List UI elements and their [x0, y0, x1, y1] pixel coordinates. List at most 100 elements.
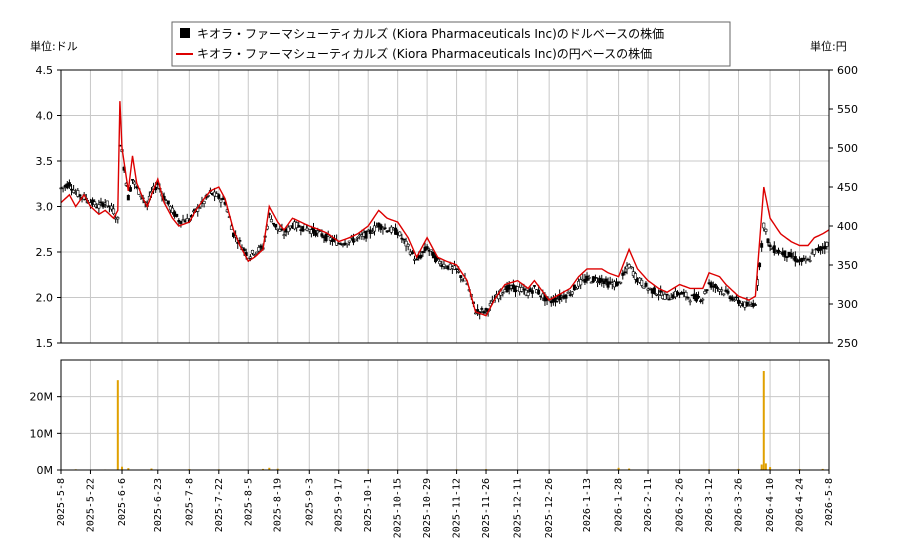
candle-body [621, 272, 625, 276]
candle-body [602, 280, 606, 284]
candle-body [330, 239, 334, 242]
volume-tick-label: 20M [30, 391, 54, 404]
candle-body [652, 287, 656, 294]
candle-body [766, 238, 770, 244]
candle-body [394, 227, 398, 235]
candle-body [61, 186, 65, 189]
legend-box [171, 21, 731, 67]
candle-body [579, 279, 583, 286]
candle-body [116, 217, 120, 220]
candle-body [93, 201, 97, 205]
candle-body [566, 292, 570, 294]
left-tick-label: 2.0 [36, 292, 54, 305]
candle-body [112, 208, 116, 215]
volume-tick-label: 10M [30, 427, 54, 440]
candle-body [526, 292, 530, 296]
candle-body [457, 271, 461, 273]
candle-body [202, 201, 206, 204]
date-tick-label: 2026-3-26 [734, 478, 745, 532]
candle-body [101, 202, 105, 208]
candle-body [259, 245, 263, 248]
candle-body [568, 294, 572, 296]
candle-body [171, 207, 175, 213]
candle-body [179, 221, 183, 224]
candle-body [166, 200, 170, 205]
volume-bar [762, 371, 765, 470]
candle-body [370, 231, 374, 234]
candle-body [730, 296, 734, 301]
right-axis-unit: 単位:円 [810, 39, 847, 53]
candle-body [72, 189, 76, 193]
right-tick-label: 400 [837, 220, 858, 233]
candle-body [575, 288, 579, 290]
candle-body [282, 234, 286, 236]
candle-body [686, 296, 690, 299]
jpy-price-line [60, 101, 830, 317]
candle-body [703, 290, 707, 294]
candle-body [459, 275, 463, 278]
date-tick-label: 2026-1-13 [582, 478, 593, 532]
candle-body [825, 241, 829, 247]
candle-body [70, 188, 74, 191]
date-tick-label: 2025-11-12 [452, 478, 463, 538]
candle-body [758, 262, 762, 268]
candle-body [175, 213, 179, 217]
left-tick-label: 3.0 [36, 201, 54, 214]
usd-candles [59, 144, 829, 320]
candle-body [76, 190, 80, 197]
candle-body [737, 299, 741, 304]
candle-body [800, 258, 804, 263]
candle-body [345, 243, 349, 246]
candle-body [783, 250, 787, 258]
candle-body [373, 225, 377, 232]
candle-body [455, 268, 459, 270]
candle-body [480, 308, 484, 310]
candle-body [67, 182, 71, 187]
candle-body [131, 179, 135, 181]
date-tick-label: 2025-8-19 [273, 478, 284, 532]
date-tick-label: 2025-9-17 [334, 478, 345, 532]
candle-body [570, 291, 574, 295]
volume-bar [737, 468, 740, 470]
volume-bar [121, 466, 124, 470]
candle-body [589, 281, 593, 284]
candle-body [238, 240, 242, 242]
volume-bar [268, 467, 271, 470]
candle-body [701, 298, 705, 301]
candle-body [400, 237, 404, 240]
candle-body [431, 251, 435, 259]
candle-body [812, 249, 816, 255]
date-tick-label: 2025-6-23 [153, 478, 164, 532]
candle-body [522, 288, 526, 291]
candle-body [764, 228, 768, 232]
candle-body [699, 300, 703, 302]
candle-body [297, 225, 301, 228]
volume-tick-label: 0M [37, 464, 54, 477]
candle-body [341, 244, 345, 246]
candle-body [777, 249, 781, 254]
right-tick-label: 500 [837, 142, 858, 155]
volume-bar [150, 468, 153, 470]
date-tick-label: 2026-5-8 [824, 478, 835, 526]
volume-bar [127, 468, 130, 470]
candle-body [669, 297, 673, 300]
candle-body [760, 243, 764, 248]
candle-body [429, 249, 433, 252]
candle-body [406, 244, 410, 247]
candle-body [709, 282, 713, 288]
date-tick-label: 2026-4-24 [795, 478, 806, 532]
candle-body [753, 304, 757, 306]
candle-body [219, 199, 223, 203]
right-tick-label: 550 [837, 103, 858, 116]
date-tick-label: 2025-12-11 [513, 478, 524, 538]
candle-body [368, 229, 372, 234]
candle-body [808, 260, 812, 262]
candle-body [532, 285, 536, 287]
candle-body [806, 258, 810, 261]
candle-body [726, 290, 730, 294]
volume-bar [760, 464, 763, 470]
right-tick-label: 450 [837, 181, 858, 194]
candle-body [600, 278, 604, 282]
candle-body [438, 261, 442, 265]
date-axis: 2025-5-8 2025-5-22 2025-6-6 2025-6-23 2025-7… [56, 470, 835, 538]
